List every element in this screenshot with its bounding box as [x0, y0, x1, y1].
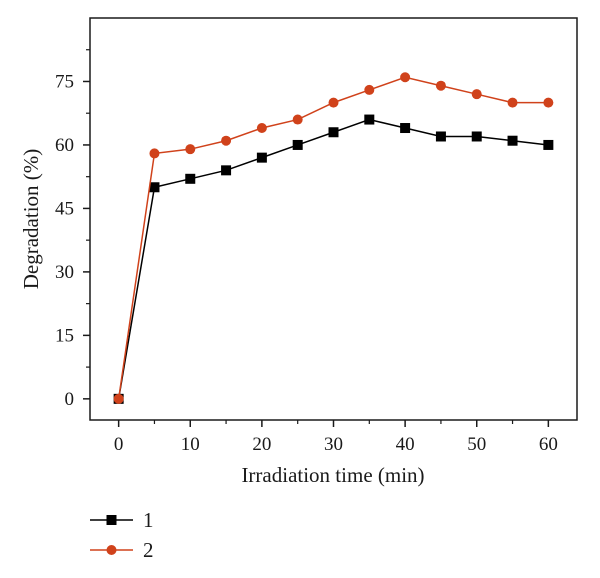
series-1	[113, 114, 554, 404]
data-point-2	[364, 84, 375, 95]
legend: 12	[90, 508, 154, 562]
data-point-2	[113, 393, 124, 404]
data-point-2	[543, 97, 554, 108]
data-point-1	[364, 114, 375, 125]
data-point-2	[185, 144, 196, 155]
data-point-2	[149, 148, 160, 159]
data-point-1	[292, 139, 303, 150]
x-tick-label: 30	[324, 434, 343, 455]
y-axis-title: Degradation (%)	[19, 149, 43, 290]
legend-label: 2	[143, 538, 154, 562]
data-point-1	[507, 135, 518, 146]
x-axis: 0 10 20 30 40 50 60	[114, 420, 558, 455]
data-point-2	[400, 72, 411, 83]
data-point-2	[328, 97, 339, 108]
plot-frame	[89, 17, 578, 421]
x-tick-label: 60	[539, 434, 558, 455]
legend-item-2: 2	[90, 538, 154, 562]
data-point-1	[328, 127, 339, 138]
data-point-2	[256, 123, 267, 134]
series-2	[113, 72, 554, 404]
y-axis: 0 15 30 45 60 75	[55, 49, 90, 410]
data-point-2	[292, 114, 303, 125]
data-point-1	[185, 173, 196, 184]
y-tick-label: 0	[65, 389, 75, 410]
data-point-2	[435, 80, 446, 91]
y-tick-label: 60	[55, 135, 74, 156]
data-point-2	[507, 97, 518, 108]
data-point-2	[471, 89, 482, 100]
legend-marker	[106, 515, 117, 525]
y-tick-label: 15	[55, 325, 74, 346]
legend-item-1: 1	[90, 508, 154, 532]
legend-label: 1	[143, 508, 154, 532]
data-point-1	[543, 139, 554, 150]
data-point-2	[221, 135, 232, 146]
x-tick-label: 20	[252, 434, 271, 455]
x-tick-label: 50	[467, 434, 486, 455]
series-line-2	[117, 76, 549, 399]
data-point-1	[149, 182, 160, 193]
x-tick-label: 10	[181, 434, 200, 455]
legend-marker	[106, 545, 117, 555]
data-point-1	[221, 165, 232, 176]
data-point-1	[256, 152, 267, 163]
y-tick-label: 75	[55, 71, 74, 92]
data-point-1	[400, 123, 411, 134]
y-tick-label: 45	[55, 198, 74, 219]
series-line-1	[117, 118, 549, 399]
data-point-1	[435, 131, 446, 142]
x-tick-label: 0	[114, 434, 124, 455]
data-point-1	[471, 131, 482, 142]
x-tick-label: 40	[396, 434, 415, 455]
y-tick-label: 30	[55, 262, 74, 283]
series-layer	[113, 72, 554, 404]
x-axis-title: Irradiation time (min)	[241, 463, 424, 487]
